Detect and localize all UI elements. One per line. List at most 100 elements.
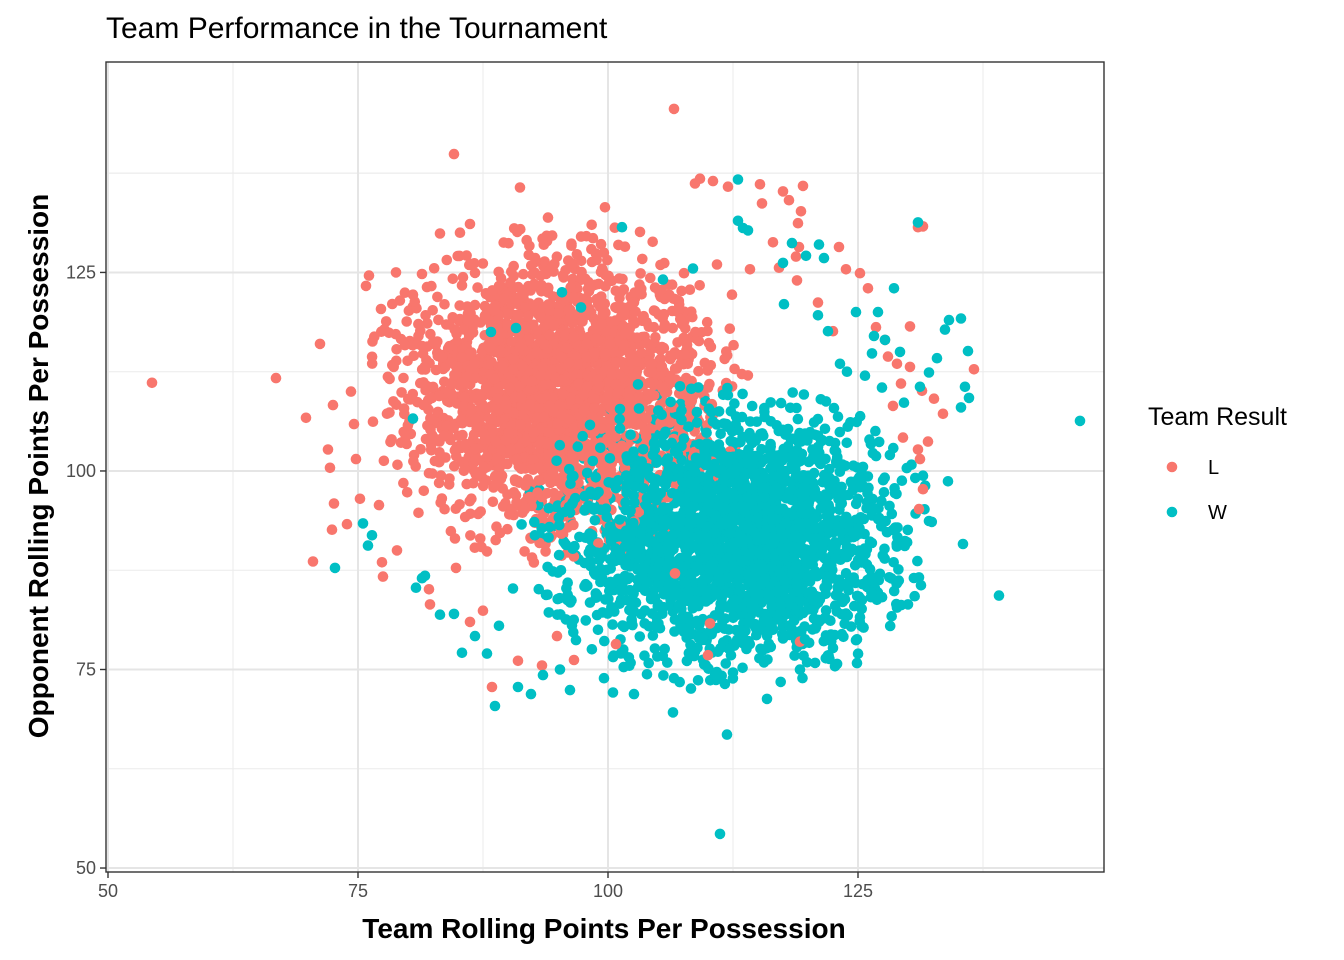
data-point-L	[537, 233, 548, 244]
data-point-W	[694, 492, 705, 504]
data-point-W	[823, 499, 834, 511]
data-point-W	[795, 625, 806, 637]
data-point-W	[618, 621, 630, 633]
data-point-W	[590, 472, 602, 483]
data-point-W	[901, 537, 913, 548]
data-point-L	[507, 364, 519, 375]
data-point-L	[478, 461, 490, 473]
data-point-L	[519, 287, 530, 299]
data-point-W	[785, 402, 796, 414]
data-point-L	[624, 393, 635, 405]
data-point-L	[589, 347, 600, 359]
data-point-L	[632, 356, 643, 368]
data-point-W	[831, 521, 843, 533]
data-point-W	[617, 646, 628, 657]
data-point-L	[392, 459, 403, 471]
data-point-W	[629, 481, 641, 492]
data-point-L	[445, 357, 457, 369]
data-point-L	[634, 279, 645, 290]
data-point-W	[858, 622, 869, 633]
data-point-W	[587, 502, 598, 514]
data-point-W	[637, 444, 649, 455]
data-point-W	[733, 462, 744, 474]
data-point-W	[909, 590, 920, 602]
data-point-W	[746, 524, 757, 536]
data-point-L	[524, 491, 535, 503]
data-point-W	[659, 643, 670, 655]
data-point-L	[590, 333, 602, 344]
data-point-W	[815, 394, 827, 405]
data-point-L	[462, 315, 474, 327]
data-point-L	[592, 374, 603, 386]
data-point-L	[618, 284, 630, 295]
data-point-L	[552, 308, 564, 319]
data-point-L	[742, 370, 754, 381]
data-point-W	[794, 664, 806, 675]
data-point-L	[593, 538, 604, 549]
data-point-W	[639, 514, 651, 526]
data-point-L	[456, 352, 468, 363]
data-point-L	[650, 332, 661, 343]
data-point-L	[682, 358, 694, 370]
data-point-L	[469, 299, 481, 311]
data-point-W	[765, 451, 777, 462]
data-point-W	[908, 572, 920, 584]
data-point-L	[573, 378, 584, 389]
data-point-L	[497, 360, 508, 372]
data-point-L	[640, 431, 652, 442]
data-point-L	[484, 342, 495, 353]
data-point-W	[721, 421, 733, 432]
data-point-W	[889, 487, 901, 499]
data-point-W	[628, 517, 639, 529]
data-point-L	[418, 399, 429, 411]
data-point-W	[677, 561, 688, 572]
data-point-L	[548, 320, 560, 331]
data-points	[146, 103, 1086, 840]
data-point-L	[536, 393, 548, 404]
data-point-W	[771, 482, 782, 494]
data-point-W	[604, 453, 616, 464]
data-point-W	[601, 564, 612, 576]
data-point-W	[577, 430, 588, 442]
data-point-L	[556, 351, 568, 363]
data-point-L	[513, 381, 525, 392]
data-point-W	[626, 616, 637, 627]
data-point-L	[578, 405, 589, 416]
data-point-W	[675, 620, 687, 632]
data-point-L	[468, 477, 479, 489]
data-point-W	[635, 527, 646, 539]
data-point-W	[643, 657, 654, 669]
data-point-W	[668, 543, 679, 555]
data-point-L	[721, 346, 732, 357]
data-point-W	[774, 567, 785, 578]
data-point-L	[438, 430, 450, 442]
data-point-L	[563, 304, 574, 316]
data-point-L	[533, 403, 545, 414]
data-point-L	[423, 467, 435, 479]
data-point-L	[516, 392, 527, 404]
data-point-W	[845, 476, 857, 488]
data-point-L	[386, 434, 397, 445]
data-point-L	[503, 426, 515, 438]
data-point-W	[737, 662, 748, 674]
data-point-W	[675, 552, 686, 564]
data-point-L	[702, 325, 713, 337]
data-point-W	[856, 557, 867, 568]
data-point-L	[605, 467, 616, 479]
data-point-W	[684, 486, 696, 498]
data-point-W	[614, 514, 625, 525]
data-point-L	[577, 316, 588, 327]
data-point-W	[793, 532, 804, 544]
data-point-L	[470, 413, 482, 425]
data-point-W	[562, 594, 573, 606]
data-point-W	[759, 472, 770, 483]
data-point-W	[718, 558, 729, 569]
data-point-W	[562, 577, 573, 588]
data-point-W	[704, 625, 716, 637]
data-point-W	[595, 442, 606, 454]
data-point-W	[553, 549, 565, 561]
data-point-L	[400, 431, 412, 443]
data-point-L	[398, 372, 409, 384]
data-point-W	[716, 519, 728, 531]
data-point-L	[645, 272, 656, 284]
